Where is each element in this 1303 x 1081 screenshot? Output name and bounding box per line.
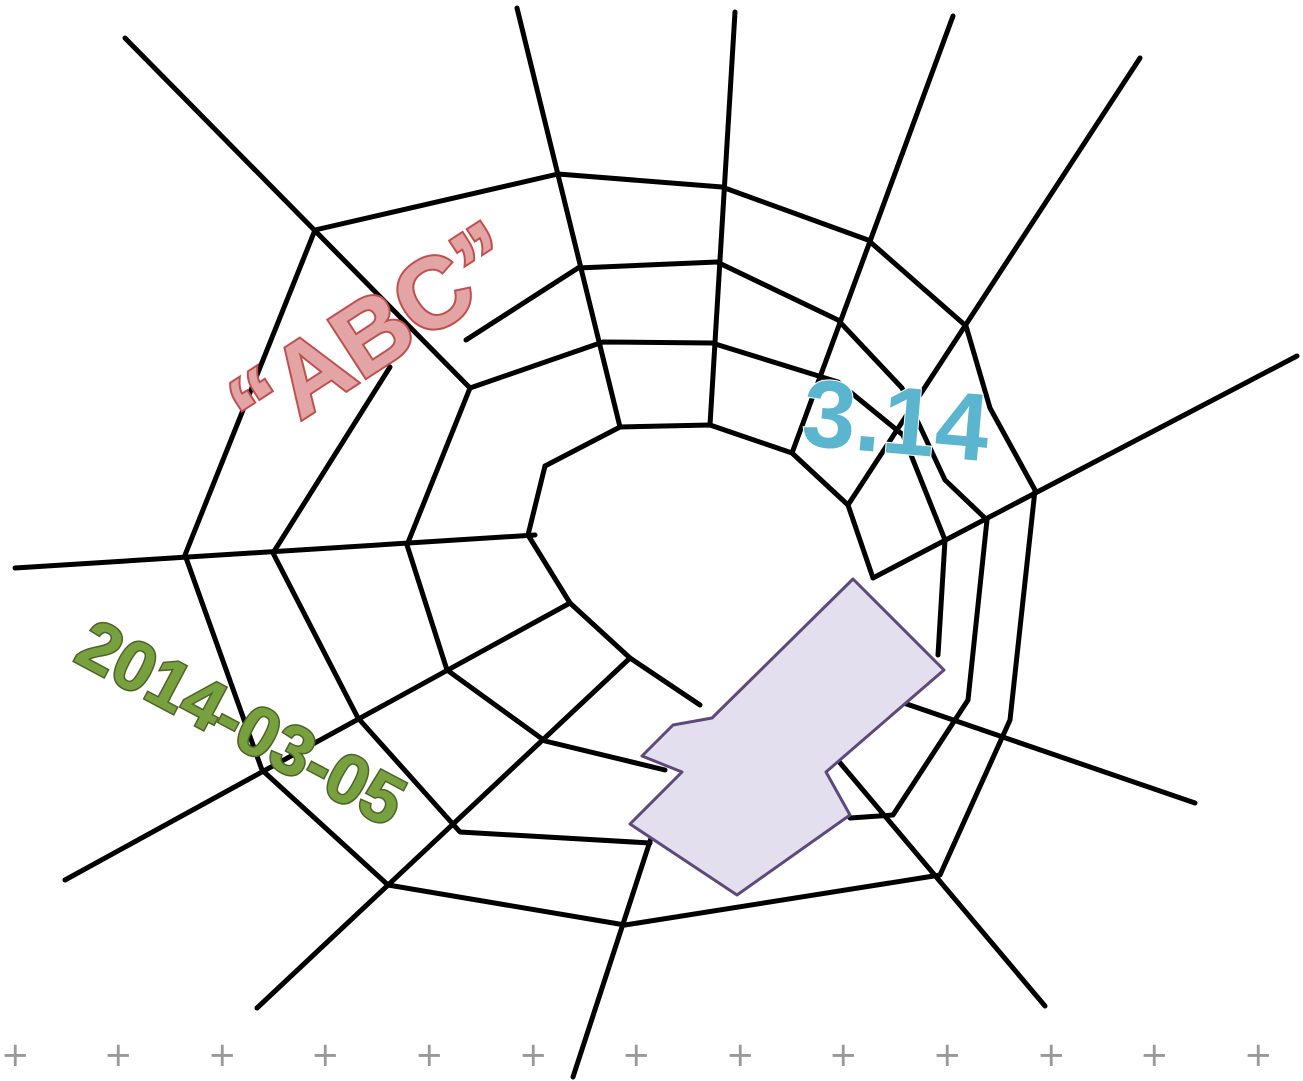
web-spoke [122, 35, 473, 391]
web-spoke [570, 823, 658, 1080]
spider-web [12, 5, 1300, 1080]
plus-marker: + [415, 1035, 444, 1075]
web-ring [525, 532, 703, 708]
plus-marker: + [1037, 1035, 1066, 1075]
web-ring [542, 422, 876, 581]
web-ring [463, 265, 581, 343]
web-spoke [254, 655, 633, 1011]
web-ring [270, 364, 653, 846]
plus-marker: + [311, 1035, 340, 1075]
plus-marker: + [1140, 1035, 1169, 1075]
web-ring [525, 463, 548, 538]
highlight-shape [628, 577, 946, 897]
web-spoke [857, 685, 1198, 806]
plus-marker: + [829, 1035, 858, 1075]
plus-marker: + [1, 1035, 30, 1075]
web-spoke [707, 9, 738, 428]
plus-marker: + [933, 1035, 962, 1075]
web-spoke [789, 13, 956, 456]
web-ring [182, 171, 1038, 928]
web-ring [575, 259, 990, 821]
pi-label: 3.14 [798, 359, 993, 482]
plus-marker: + [622, 1035, 651, 1075]
plus-marker: + [1244, 1035, 1273, 1075]
web-ring [404, 385, 668, 773]
web-spoke [514, 5, 623, 430]
plus-marker: + [208, 1035, 237, 1075]
plus-marker: + [726, 1035, 755, 1075]
plus-marker-row: + + + + + + + + + + + + + [1, 1035, 1273, 1075]
web-ring [467, 339, 948, 658]
plus-marker: + [519, 1035, 548, 1075]
abc-label: “ABC” [209, 200, 536, 466]
plus-marker: + [104, 1035, 133, 1075]
web-spoke [62, 600, 573, 883]
